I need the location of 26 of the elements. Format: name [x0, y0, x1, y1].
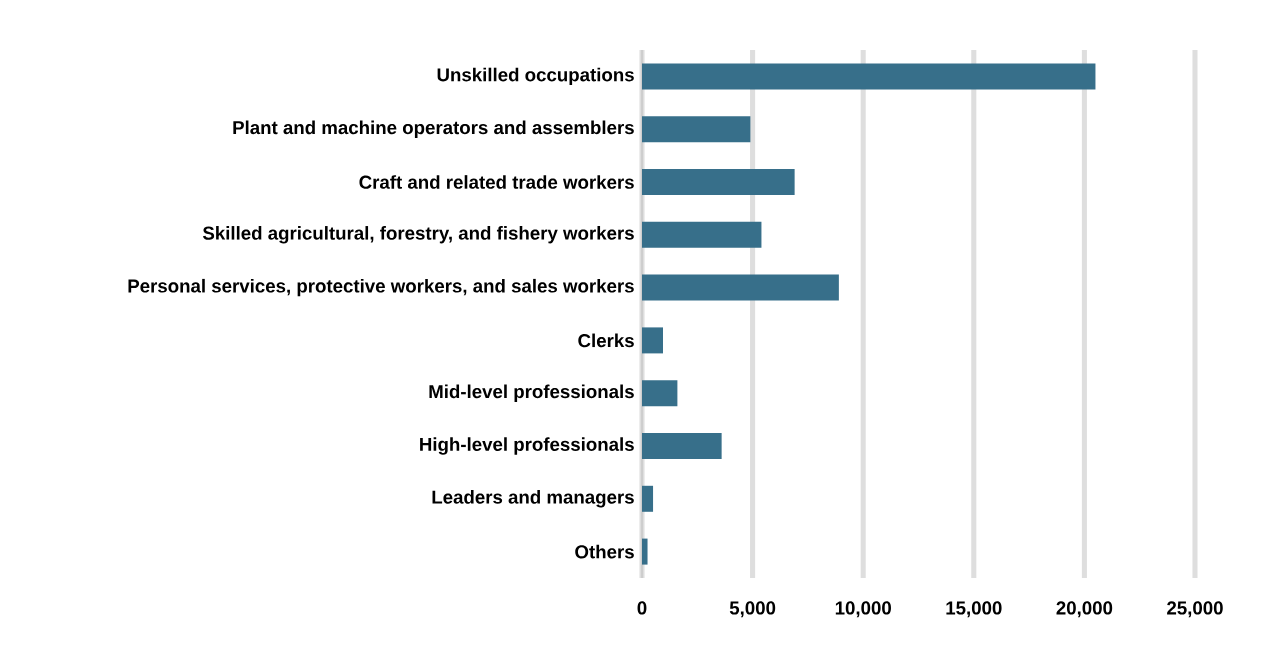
x-tick-label: 5,000 — [729, 601, 776, 618]
x-tick-label: 15,000 — [946, 601, 1002, 618]
y-tick-label: Others — [575, 544, 634, 559]
y-tick-label: Plant and machine operators and assemblers — [233, 120, 634, 138]
bar — [642, 169, 795, 195]
bar — [642, 116, 751, 143]
bar — [642, 274, 839, 301]
y-tick-label: High-level professionals — [420, 437, 634, 455]
y-tick-label: Skilled agricultural, forestry, and fishery workers — [202, 226, 634, 244]
y-tick-label: Unskilled occupations — [437, 67, 634, 86]
x-tick-label: 20,000 — [1056, 601, 1113, 618]
bar — [642, 432, 722, 459]
bar — [642, 538, 648, 565]
y-tick-label: Personal services, protective workers, and sales workers — [128, 278, 634, 297]
bar — [642, 380, 678, 407]
y-tick-label: Craft and related trade workers — [359, 175, 634, 189]
y-tick-label: Leaders and managers — [432, 490, 634, 508]
bar — [642, 485, 654, 512]
y-tick-label: Clerks — [578, 333, 634, 348]
bar — [642, 327, 664, 354]
bar — [642, 63, 1096, 90]
x-tick-label: 25,000 — [1167, 601, 1223, 618]
y-tick-label: Mid-level professionals — [429, 384, 634, 402]
x-tick-label: 10,000 — [835, 601, 891, 618]
x-tick-label: 0 — [637, 601, 647, 615]
bar — [642, 221, 762, 248]
